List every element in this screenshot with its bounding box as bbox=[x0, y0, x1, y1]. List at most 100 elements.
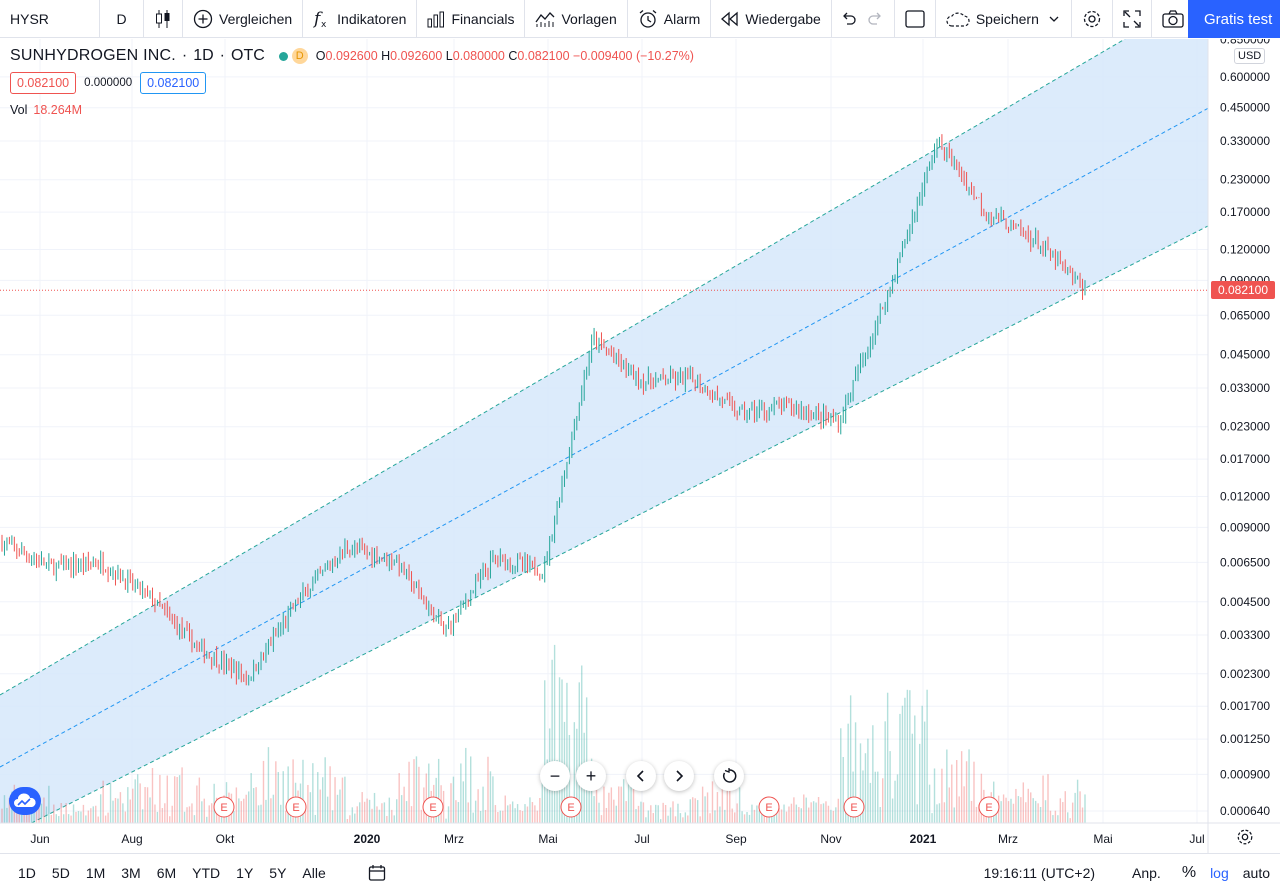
price-chart[interactable]: E E E E E E E 0.850000 0.600000 0.450000 0.330000… bbox=[0, 39, 1280, 853]
compare-button[interactable]: Vergleichen bbox=[183, 0, 304, 38]
volume-bar bbox=[618, 786, 620, 823]
currency-label[interactable]: USD bbox=[1234, 48, 1266, 64]
volume-bar bbox=[75, 811, 77, 823]
save-button[interactable]: Speichern bbox=[936, 0, 1072, 38]
tradingview-logo[interactable] bbox=[9, 787, 41, 815]
bar-chart-icon bbox=[427, 11, 445, 27]
volume-bar bbox=[129, 799, 131, 823]
log-toggle[interactable]: log bbox=[1210, 865, 1229, 881]
range-1d[interactable]: 1D bbox=[18, 864, 36, 881]
fullscreen-button[interactable] bbox=[1113, 0, 1152, 38]
templates-button[interactable]: Vorlagen bbox=[525, 0, 628, 38]
auto-toggle[interactable]: auto bbox=[1242, 865, 1270, 881]
time-tick-label: Sep bbox=[725, 832, 747, 846]
volume-bar bbox=[943, 802, 946, 823]
scroll-left-button[interactable] bbox=[626, 761, 656, 791]
time-tick-label: Mrz bbox=[998, 832, 1018, 846]
volume-bar bbox=[531, 802, 534, 823]
snapshot-button[interactable] bbox=[1152, 0, 1194, 38]
volume-bar bbox=[208, 805, 210, 823]
volume-bar bbox=[1084, 794, 1086, 823]
percent-toggle[interactable]: % bbox=[1181, 864, 1197, 881]
volume-bar bbox=[958, 796, 960, 823]
price-axis[interactable]: 0.850000 0.600000 0.450000 0.330000 0.230000… bbox=[1220, 39, 1270, 818]
volume-legend[interactable]: Vol 18.264M bbox=[10, 103, 694, 117]
layout-button[interactable] bbox=[895, 0, 936, 38]
volume-bar bbox=[978, 804, 980, 823]
delayed-badge[interactable]: D bbox=[291, 48, 308, 64]
bid-price-button[interactable]: 0.082100 bbox=[10, 72, 77, 94]
time-axis[interactable]: Jun Aug Okt 2020 Mrz Mai Jul Sep Nov 2021 Mrz Mai Ju… bbox=[30, 832, 1204, 846]
volume-bar bbox=[553, 644, 556, 823]
templates-icon bbox=[535, 11, 555, 27]
date-range-button[interactable] bbox=[360, 854, 394, 891]
time-tick-label: Jul bbox=[634, 832, 649, 846]
zoom-out-button[interactable]: − bbox=[540, 761, 570, 791]
interval-button[interactable]: D bbox=[100, 0, 144, 38]
range-1y[interactable]: 1Y bbox=[236, 864, 254, 881]
settings-button[interactable] bbox=[1072, 0, 1113, 38]
volume-bar bbox=[864, 753, 867, 823]
volume-bar bbox=[460, 763, 462, 823]
reset-chart-button[interactable] bbox=[714, 761, 744, 791]
scroll-right-button[interactable] bbox=[664, 761, 694, 791]
earnings-event-label: E bbox=[765, 802, 772, 814]
time-tick-label: 2020 bbox=[354, 832, 381, 846]
volume-bar bbox=[67, 814, 70, 823]
compare-label: Vergleichen bbox=[219, 10, 293, 27]
replay-button[interactable]: Wiedergabe bbox=[711, 0, 832, 38]
volume-bar bbox=[751, 804, 753, 823]
volume-bar bbox=[420, 809, 423, 823]
volume-bar bbox=[896, 774, 899, 823]
range-1m[interactable]: 1M bbox=[85, 864, 106, 881]
volume-bar bbox=[657, 805, 659, 823]
volume-bar bbox=[529, 797, 531, 823]
volume-bar bbox=[450, 783, 452, 823]
redo-button[interactable] bbox=[864, 0, 895, 38]
volume-bar bbox=[373, 792, 376, 823]
volume-bar bbox=[408, 761, 410, 823]
range-5d[interactable]: 5D bbox=[51, 864, 70, 881]
ask-price-button[interactable]: 0.082100 bbox=[140, 72, 207, 94]
volume-bar bbox=[70, 815, 72, 823]
symbol-search[interactable]: HYSR bbox=[0, 0, 100, 38]
volume-bar bbox=[936, 804, 938, 823]
market-status-dot[interactable] bbox=[278, 51, 288, 61]
volume-bar bbox=[916, 804, 918, 823]
range-3m[interactable]: 3M bbox=[121, 864, 141, 881]
financials-button[interactable]: Financials bbox=[417, 0, 526, 38]
adjust-toggle[interactable]: Anp. bbox=[1132, 865, 1161, 881]
range-all[interactable]: Alle bbox=[302, 864, 326, 881]
volume-bar bbox=[692, 797, 694, 823]
volume-bar bbox=[551, 659, 553, 823]
volume-bar bbox=[805, 797, 807, 823]
volume-bar bbox=[351, 807, 354, 823]
earnings-event-label: E bbox=[292, 802, 299, 814]
range-5y[interactable]: 5Y bbox=[269, 864, 287, 881]
alert-button[interactable]: Alarm bbox=[628, 0, 712, 38]
free-trial-button[interactable]: Gratis test bbox=[1188, 0, 1280, 38]
volume-bar bbox=[546, 759, 548, 823]
axis-settings-gear-icon[interactable] bbox=[1236, 828, 1254, 846]
volume-bar bbox=[492, 776, 494, 823]
volume-bar bbox=[766, 813, 768, 823]
range-6m[interactable]: 6M bbox=[156, 864, 177, 881]
undo-button[interactable] bbox=[832, 0, 864, 38]
last-price-tag: 0.082100 bbox=[1211, 281, 1275, 300]
volume-bar bbox=[1032, 798, 1034, 823]
zoom-in-button[interactable]: + bbox=[576, 761, 606, 791]
volume-bar bbox=[514, 808, 516, 823]
clock-timezone[interactable]: 19:16:11 (UTC+2) bbox=[983, 865, 1096, 881]
chart-style-button[interactable] bbox=[144, 0, 183, 38]
symbol-title[interactable]: SUNHYDROGEN INC. bbox=[10, 47, 176, 64]
candles-icon bbox=[156, 9, 170, 28]
chevron-left-icon bbox=[636, 770, 644, 782]
channel-upper-line bbox=[0, 39, 1126, 696]
volume-bar bbox=[689, 799, 691, 823]
range-ytd[interactable]: YTD bbox=[192, 864, 221, 881]
time-tick-label: Okt bbox=[216, 832, 235, 846]
price-tick-label: 0.003300 bbox=[1220, 628, 1270, 642]
volume-bar bbox=[595, 779, 598, 823]
